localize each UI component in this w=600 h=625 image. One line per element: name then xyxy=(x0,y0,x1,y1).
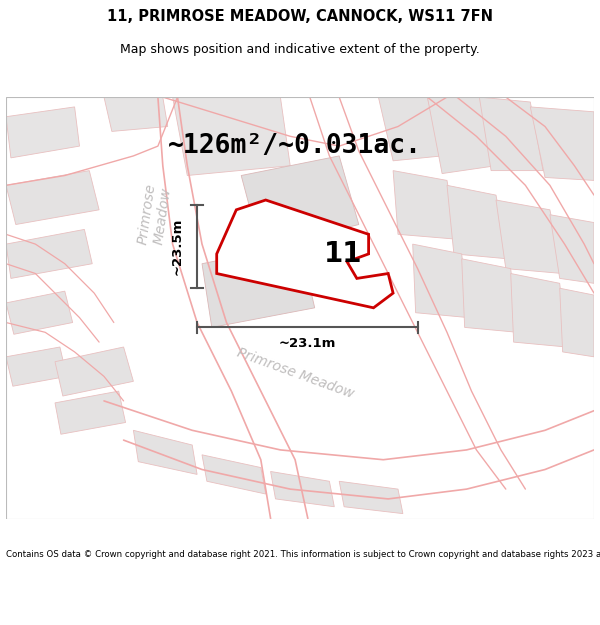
Polygon shape xyxy=(55,347,133,396)
Text: Map shows position and indicative extent of the property.: Map shows position and indicative extent… xyxy=(120,42,480,56)
Polygon shape xyxy=(447,186,508,259)
Polygon shape xyxy=(550,215,594,283)
Polygon shape xyxy=(202,455,266,494)
Polygon shape xyxy=(339,481,403,514)
Text: Contains OS data © Crown copyright and database right 2021. This information is : Contains OS data © Crown copyright and d… xyxy=(6,550,600,559)
Polygon shape xyxy=(413,244,469,318)
Text: Primrose Meadow: Primrose Meadow xyxy=(235,346,356,401)
Polygon shape xyxy=(496,200,563,274)
Text: 11, PRIMROSE MEADOW, CANNOCK, WS11 7FN: 11, PRIMROSE MEADOW, CANNOCK, WS11 7FN xyxy=(107,9,493,24)
Polygon shape xyxy=(55,391,125,434)
Polygon shape xyxy=(479,97,543,171)
Polygon shape xyxy=(271,471,334,507)
Polygon shape xyxy=(6,347,67,386)
Polygon shape xyxy=(104,97,168,131)
Text: Primrose
Meadow: Primrose Meadow xyxy=(136,182,174,248)
Polygon shape xyxy=(6,229,92,278)
Polygon shape xyxy=(511,274,566,347)
Polygon shape xyxy=(241,156,359,249)
Polygon shape xyxy=(530,107,594,181)
Polygon shape xyxy=(6,291,73,334)
Polygon shape xyxy=(560,288,594,357)
Polygon shape xyxy=(133,430,197,474)
Text: 11: 11 xyxy=(324,240,362,268)
Polygon shape xyxy=(393,171,457,239)
Polygon shape xyxy=(6,171,99,224)
Text: ~23.1m: ~23.1m xyxy=(278,337,336,349)
Polygon shape xyxy=(202,244,315,328)
Polygon shape xyxy=(173,97,290,176)
Text: ~23.5m: ~23.5m xyxy=(171,218,184,275)
Polygon shape xyxy=(379,97,442,161)
Polygon shape xyxy=(217,200,393,308)
Text: ~126m²/~0.031ac.: ~126m²/~0.031ac. xyxy=(168,133,422,159)
Polygon shape xyxy=(462,259,518,332)
Polygon shape xyxy=(6,107,79,158)
Polygon shape xyxy=(427,97,496,174)
